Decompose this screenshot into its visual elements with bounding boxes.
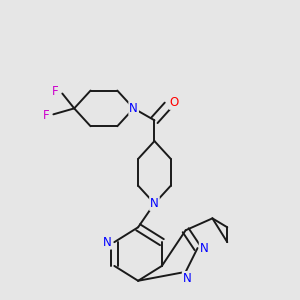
Text: N: N <box>150 197 159 210</box>
Text: O: O <box>170 96 179 109</box>
Text: F: F <box>43 109 49 122</box>
Text: N: N <box>103 236 111 249</box>
Text: N: N <box>129 102 138 115</box>
Text: F: F <box>52 85 58 98</box>
Text: N: N <box>183 272 191 285</box>
Text: N: N <box>200 242 208 255</box>
